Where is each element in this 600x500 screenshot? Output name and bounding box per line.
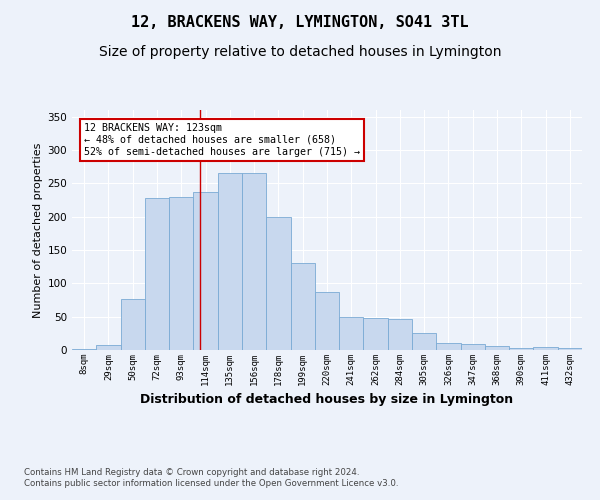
Bar — [242, 174, 266, 350]
Y-axis label: Number of detached properties: Number of detached properties — [33, 142, 43, 318]
Bar — [485, 346, 509, 350]
Bar — [218, 174, 242, 350]
Bar — [121, 298, 145, 350]
Bar — [558, 348, 582, 350]
Bar — [388, 320, 412, 350]
Text: Contains HM Land Registry data © Crown copyright and database right 2024.
Contai: Contains HM Land Registry data © Crown c… — [24, 468, 398, 487]
Bar — [145, 198, 169, 350]
Text: 12 BRACKENS WAY: 123sqm
← 48% of detached houses are smaller (658)
52% of semi-d: 12 BRACKENS WAY: 123sqm ← 48% of detache… — [84, 124, 360, 156]
Bar — [533, 346, 558, 350]
Bar — [266, 216, 290, 350]
Bar — [364, 318, 388, 350]
Bar — [509, 348, 533, 350]
Bar — [290, 264, 315, 350]
Bar — [315, 292, 339, 350]
Bar — [461, 344, 485, 350]
Bar — [169, 196, 193, 350]
Bar — [72, 348, 96, 350]
Bar — [339, 316, 364, 350]
Text: Size of property relative to detached houses in Lymington: Size of property relative to detached ho… — [99, 45, 501, 59]
X-axis label: Distribution of detached houses by size in Lymington: Distribution of detached houses by size … — [140, 394, 514, 406]
Bar — [436, 342, 461, 350]
Bar — [193, 192, 218, 350]
Text: 12, BRACKENS WAY, LYMINGTON, SO41 3TL: 12, BRACKENS WAY, LYMINGTON, SO41 3TL — [131, 15, 469, 30]
Bar — [96, 344, 121, 350]
Bar — [412, 334, 436, 350]
